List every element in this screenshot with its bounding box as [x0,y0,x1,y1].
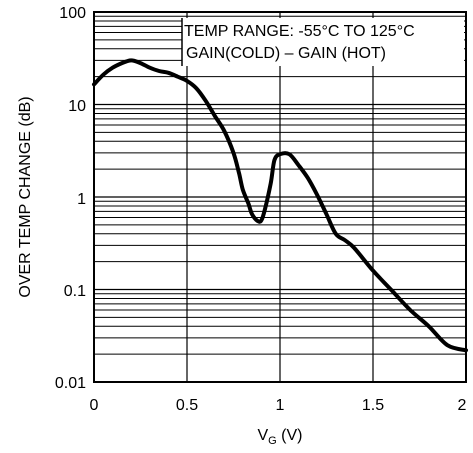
x-tick-label: 1 [276,397,285,414]
y-axis-title: OVER TEMP CHANGE (dB) [17,96,34,297]
y-tick-label: 0.01 [55,375,86,392]
y-tick-label: 1 [77,191,86,208]
x-tick-label: 0 [90,397,99,414]
annotation-temp-range: TEMP RANGE: -55°C TO 125°C [184,23,415,40]
annotation-box [182,18,464,66]
x-tick-label: 0.5 [176,397,198,414]
x-tick-label: 2 [458,397,467,414]
annotation-gain-diff: GAIN(COLD) – GAIN (HOT) [186,45,386,62]
series-line [92,58,468,353]
plot-frame [93,11,467,383]
x-axis-title-main: V [257,427,268,444]
y-tick-label: 100 [59,5,86,22]
x-axis-title: VG (V) [257,427,302,447]
y-tick-label: 10 [68,98,86,115]
x-tick-label: 1.5 [362,397,384,414]
x-axis-title-subscript: G [268,435,277,447]
y-tick-label: 0.1 [64,283,86,300]
x-axis-title-unit: (V) [277,427,303,444]
